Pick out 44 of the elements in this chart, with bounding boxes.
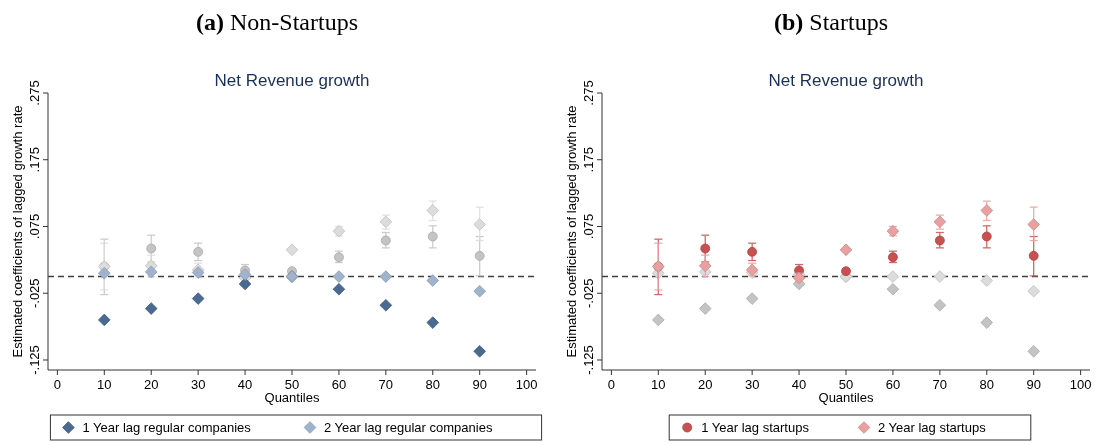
x-tick-label: 100 (1069, 377, 1092, 392)
y-axis-title: Estimated coefficients of lagged growth rate (564, 105, 579, 358)
x-tick-label: 60 (885, 377, 901, 392)
legend-label: 2 Year lag startups (878, 420, 987, 435)
y-tick-label: .275 (27, 80, 42, 106)
x-tick-label: 40 (237, 377, 253, 392)
chart-subtitle: Net Revenue growth (768, 71, 924, 90)
x-tick-label: 80 (979, 377, 994, 392)
chart-title: (a) Non-Startups (196, 9, 358, 35)
x-tick-label: 30 (744, 377, 760, 392)
x-tick-label: 10 (97, 377, 112, 392)
y-tick-label: -.025 (581, 278, 596, 309)
x-tick-label: 20 (698, 377, 713, 392)
x-axis-title: Quantiles (818, 390, 874, 405)
y-tick-label: .175 (27, 147, 42, 173)
y-tick-label: -.125 (27, 345, 42, 375)
x-tick-label: 0 (607, 377, 615, 392)
x-tick-label: 90 (1026, 377, 1041, 392)
x-tick-label: 30 (190, 377, 206, 392)
x-tick-label: 20 (144, 377, 159, 392)
y-tick-label: .075 (581, 213, 596, 240)
y-tick-label: .175 (581, 147, 596, 173)
x-tick-label: 70 (378, 377, 394, 392)
x-tick-label: 90 (472, 377, 487, 392)
x-tick-label: 40 (791, 377, 807, 392)
legend-label: 2 Year lag regular companies (324, 420, 493, 435)
x-tick-label: 0 (53, 377, 61, 392)
x-tick-label: 10 (651, 377, 666, 392)
y-tick-label: -.025 (27, 278, 42, 309)
x-tick-label: 100 (515, 377, 538, 392)
y-tick-label: .075 (27, 213, 42, 240)
x-tick-label: 50 (838, 377, 854, 392)
x-tick-label: 80 (425, 377, 440, 392)
legend-label: 1 Year lag startups (701, 420, 810, 435)
y-tick-label: -.125 (581, 345, 596, 375)
x-tick-label: 70 (932, 377, 948, 392)
x-axis-title: Quantiles (264, 390, 320, 405)
chart-subtitle: Net Revenue growth (214, 71, 370, 90)
y-axis-title: Estimated coefficients of lagged growth rate (10, 105, 25, 358)
y-tick-label: .275 (581, 80, 596, 106)
x-tick-label: 50 (284, 377, 300, 392)
x-tick-label: 60 (331, 377, 347, 392)
legend-label: 1 Year lag regular companies (82, 420, 252, 435)
chart-title: (b) Startups (773, 9, 889, 35)
